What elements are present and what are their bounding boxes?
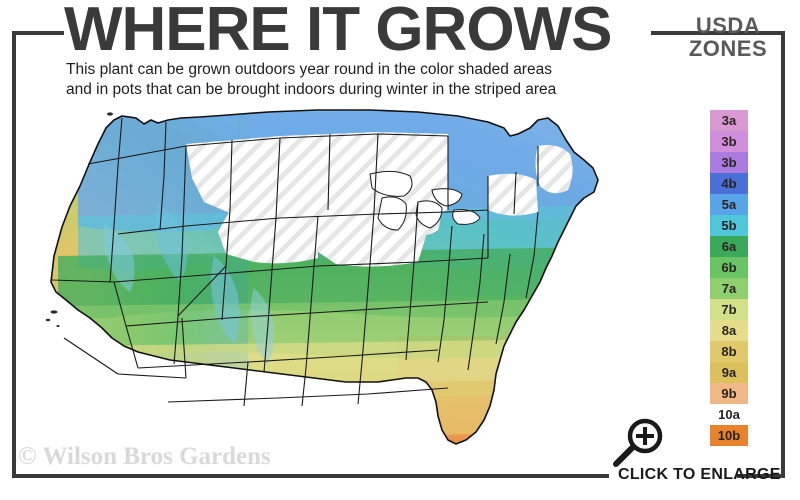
zone-band-9	[138, 378, 598, 435]
legend-zone-9b: 9b	[710, 383, 748, 404]
legend-zone-7b: 7b	[710, 299, 748, 320]
legend-zone-3b: 3b	[710, 131, 748, 152]
frame-top-right-edge	[651, 31, 785, 35]
legend-zone-3b: 3b	[710, 152, 748, 173]
frame-left-edge	[12, 31, 16, 478]
legend-zone-10b: 10b	[710, 425, 748, 446]
legend-zone-4b: 4b	[710, 173, 748, 194]
frame-bottom-left-edge	[12, 474, 609, 478]
usa-outline	[50, 109, 599, 445]
legend-zone-6b: 6b	[710, 257, 748, 278]
frame-top-left-edge	[12, 31, 64, 35]
zone-patch-colorado	[250, 288, 275, 364]
legend-zone-7a: 7a	[710, 278, 748, 299]
usda-zone-map[interactable]	[18, 106, 658, 456]
subtitle-line-2: and in pots that can be brought indoors …	[66, 81, 557, 98]
page-title: WHERE IT GROWS	[64, 0, 612, 64]
zone-patch-idaho	[155, 202, 188, 282]
legend-zone-9a: 9a	[710, 362, 748, 383]
zone-band-8	[78, 338, 598, 397]
magnifier-plus-icon[interactable]	[612, 418, 668, 468]
zone-patch-cascades	[103, 224, 135, 292]
legend-zone-6a: 6a	[710, 236, 748, 257]
legend-zone-10a: 10a	[718, 407, 740, 422]
legend-title-line-2: ZONES	[688, 36, 768, 61]
zone-patch-rockies	[211, 256, 240, 344]
click-to-enlarge-label[interactable]: CLICK TO ENLARGE	[618, 466, 781, 483]
legend-zone-8b: 8b	[710, 341, 748, 362]
frame-bottom-right-edge	[737, 474, 785, 478]
legend-title: USDA ZONES	[672, 14, 784, 60]
legend-zone-3a: 3a	[710, 110, 748, 131]
subtitle-line-1: This plant can be grown outdoors year ro…	[66, 61, 552, 78]
state-borders	[51, 117, 539, 407]
legend-zone-5a: 5a	[710, 194, 748, 215]
legend-zone-8a: 8a	[710, 320, 748, 341]
zone-band-southwest	[114, 368, 186, 396]
subtitle: This plant can be grown outdoors year ro…	[66, 60, 626, 100]
usda-zone-legend: 3a 3b 3b 4b 5a 5b 6a 6b 7a 7b 8a 8b 9a 9b 10a 10b	[710, 110, 748, 446]
legend-title-line-1: USDA	[695, 13, 761, 38]
zone-band-socal	[62, 338, 118, 394]
frame-right-edge	[781, 31, 785, 478]
coastal-islands	[45, 112, 113, 327]
legend-zone-5b: 5b	[710, 215, 748, 236]
watermark-credit: © Wilson Bros Gardens	[18, 443, 271, 470]
